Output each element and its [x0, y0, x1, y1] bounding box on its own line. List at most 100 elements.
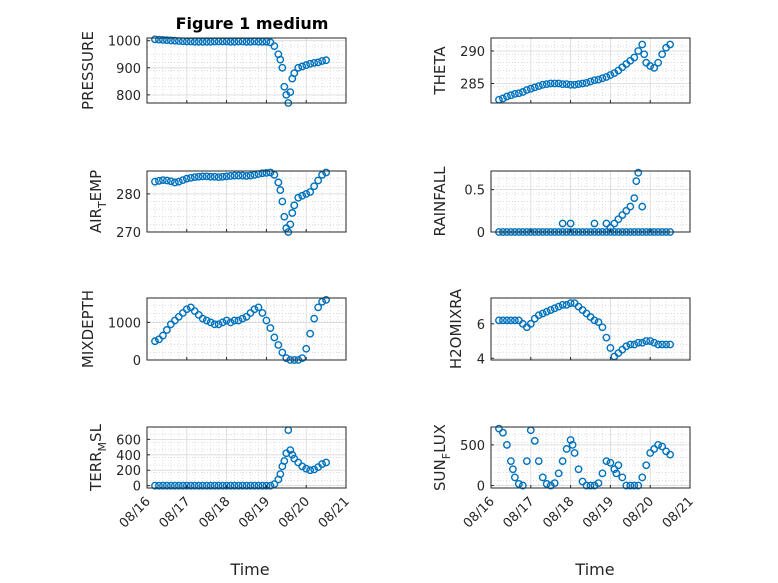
data-point	[274, 341, 283, 349]
data-point	[495, 424, 503, 433]
data-point	[610, 465, 619, 474]
data-point	[614, 461, 623, 470]
data-point	[298, 462, 307, 471]
y-tick-label: 270	[116, 226, 141, 241]
data-point	[182, 481, 191, 490]
subplot-3: 270 280 AIRTEMP	[87, 168, 347, 241]
data-point	[310, 59, 319, 67]
data-point	[250, 305, 259, 314]
data-point	[246, 171, 255, 180]
data-point	[650, 338, 659, 347]
x-tick-label: 08/16	[461, 494, 498, 531]
data-point	[602, 219, 611, 228]
data-point	[270, 333, 279, 342]
data-point	[506, 316, 515, 325]
data-point	[162, 36, 171, 45]
data-point	[566, 80, 575, 89]
data-point	[286, 446, 295, 455]
data-point	[634, 481, 643, 490]
data-point	[206, 37, 215, 46]
x-tick-label: 08/20	[620, 494, 657, 531]
data-point	[242, 37, 251, 46]
data-point	[654, 440, 663, 449]
data-point	[270, 480, 279, 489]
data-point	[318, 170, 327, 179]
data-point	[258, 169, 267, 178]
data-point	[598, 74, 607, 83]
y-tick-label: 280	[116, 188, 141, 203]
axes-box	[146, 297, 347, 361]
data-point	[546, 306, 555, 314]
data-point	[286, 220, 295, 229]
data-point	[202, 481, 211, 490]
data-point	[534, 311, 543, 320]
data-point	[630, 340, 639, 349]
data-point	[226, 481, 235, 490]
data-point	[634, 47, 643, 55]
data-point	[566, 219, 575, 228]
data-point	[499, 94, 507, 103]
data-point	[638, 202, 647, 211]
data-point	[606, 458, 615, 467]
data-point	[198, 172, 207, 181]
data-point	[262, 481, 271, 490]
data-point	[230, 37, 239, 46]
y-axis-label: AIRTEMP	[87, 170, 109, 233]
axes-box	[490, 170, 691, 233]
y-tick-label: 285	[460, 78, 485, 93]
data-point	[155, 177, 163, 185]
data-point	[314, 303, 323, 312]
data-point	[218, 172, 227, 181]
data-point	[638, 338, 647, 347]
y-tick-label: 600	[116, 433, 141, 448]
x-tick-label: 08/18	[540, 494, 577, 531]
data-point	[310, 182, 319, 191]
subplot-1: 800 900 1000 PRESSURE	[79, 31, 347, 110]
data-point	[159, 35, 167, 44]
data-point	[666, 40, 674, 49]
data-point	[218, 481, 227, 490]
data-point	[618, 211, 627, 219]
data-point	[562, 445, 571, 453]
data-point	[650, 445, 659, 453]
data-point	[302, 344, 311, 353]
y-tick-label: 1000	[108, 35, 141, 50]
data-point	[526, 319, 535, 328]
data-point	[550, 479, 559, 488]
data-point	[586, 481, 595, 490]
data-point	[306, 466, 315, 475]
data-point	[170, 178, 179, 187]
data-point	[190, 173, 199, 182]
y-tick-label: 0	[477, 226, 485, 241]
data-point	[159, 331, 167, 340]
data-point	[522, 457, 531, 466]
data-point	[574, 465, 583, 474]
data-point	[634, 168, 643, 177]
data-point	[514, 89, 523, 98]
data-point	[538, 80, 547, 89]
y-tick-label: 500	[460, 439, 485, 454]
data-point	[166, 177, 175, 186]
data-point	[290, 69, 299, 78]
data-point	[642, 337, 651, 345]
y-tick-label: 900	[116, 62, 141, 77]
x-tick-label: 08/21	[660, 494, 697, 531]
data-point	[658, 50, 667, 59]
data-point	[650, 64, 659, 72]
y-tick-label: 0	[133, 354, 141, 369]
data-point	[530, 83, 539, 92]
data-point	[582, 481, 591, 490]
data-point	[508, 465, 517, 474]
x-tick-label: 08/19	[236, 494, 273, 531]
y-axis-label: PRESSURE	[79, 31, 97, 110]
data-point	[626, 340, 635, 349]
data-point	[606, 71, 615, 79]
y-tick-label: 0	[477, 480, 485, 495]
data-point	[318, 297, 327, 306]
data-point	[638, 473, 647, 482]
data-point	[194, 37, 203, 46]
data-point	[210, 481, 219, 490]
y-axis-label: TERRMSL	[87, 423, 109, 492]
data-point	[298, 191, 307, 200]
